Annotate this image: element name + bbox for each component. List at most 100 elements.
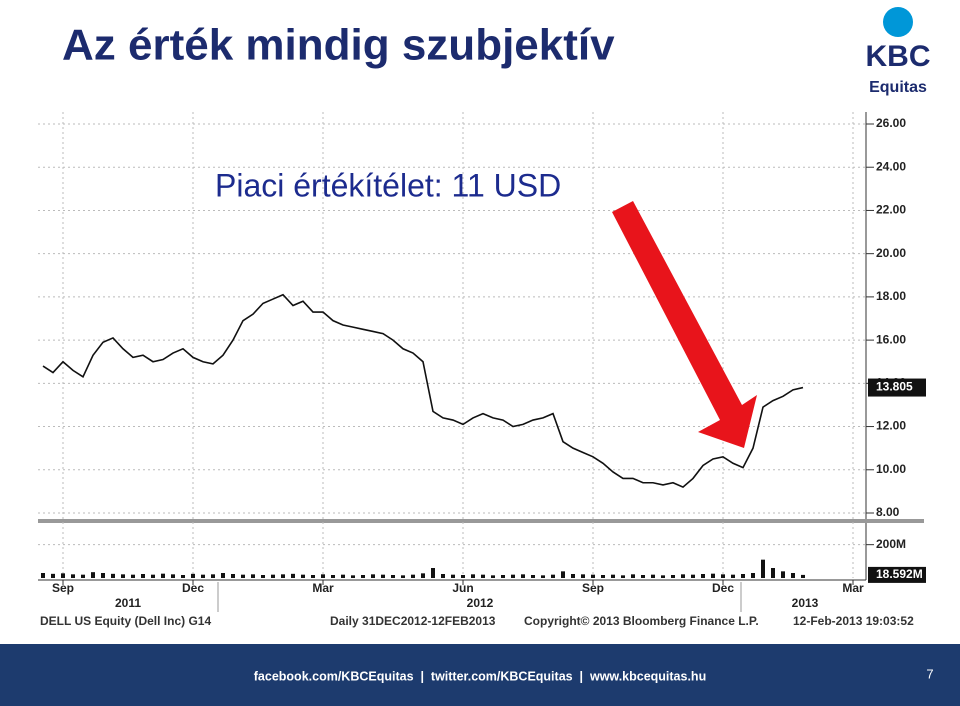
volume-bar — [41, 573, 45, 578]
volume-bar — [571, 574, 575, 578]
volume-bar — [641, 575, 645, 578]
volume-bar — [101, 573, 105, 578]
volume-bar — [651, 574, 655, 578]
volume-bar — [801, 574, 805, 578]
volume-bar — [611, 574, 615, 578]
volume-bar — [581, 574, 585, 578]
volume-bar — [241, 574, 245, 578]
volume-bar — [481, 574, 485, 578]
volume-bar — [751, 573, 755, 578]
y-tick-label: 16.00 — [876, 332, 906, 346]
volume-bar — [201, 574, 205, 578]
volume-bar — [451, 574, 455, 578]
volume-bar — [71, 574, 75, 578]
volume-bar — [361, 575, 365, 578]
chart: 8.0010.0012.0014.0016.0018.0020.0022.002… — [38, 112, 926, 628]
last-price-label: 13.805 — [876, 380, 913, 394]
source-text: Copyright© 2013 Bloomberg Finance L.P. — [524, 614, 759, 628]
volume-bar — [211, 574, 215, 578]
volume-bar — [331, 575, 335, 578]
volume-bar — [661, 575, 665, 578]
last-price-box — [868, 378, 926, 397]
volume-bar — [271, 574, 275, 578]
x-tick-label: Sep — [52, 581, 74, 595]
volume-bar — [111, 573, 115, 578]
volume-bar — [81, 574, 85, 578]
page-number: 7 — [926, 666, 933, 681]
x-tick-label: Sep — [582, 581, 604, 595]
volume-bar — [151, 574, 155, 578]
year-label: 2012 — [467, 596, 494, 610]
price-line — [42, 293, 804, 489]
volume-bar — [601, 575, 605, 578]
volume-bar — [411, 574, 415, 578]
volume-bar — [181, 575, 185, 578]
volume-bar — [691, 574, 695, 578]
volume-bar — [491, 575, 495, 578]
volume-bar — [231, 574, 235, 578]
volume-bar — [121, 574, 125, 578]
volume-bar — [341, 574, 345, 578]
annotation: Piaci értékítélet: 11 USD — [215, 167, 561, 203]
slide-title: Az érték mindig szubjektív — [62, 21, 615, 70]
volume-bar — [281, 574, 285, 578]
volume-bar — [191, 573, 195, 578]
y2-tick-label: 200M — [876, 537, 906, 551]
volume-bar — [401, 575, 405, 578]
volume-bar — [381, 574, 385, 578]
volume-bar — [531, 575, 535, 578]
volume-bar — [161, 573, 165, 578]
volume-bar — [171, 574, 175, 578]
volume-bar — [541, 575, 545, 578]
footer-links: facebook.com/KBCEquitas | twitter.com/KB… — [254, 669, 706, 683]
red-arrow — [612, 201, 757, 448]
volume-bar — [141, 574, 145, 578]
volume-bar — [591, 574, 595, 578]
last-volume-box — [868, 566, 926, 583]
volume-bar — [261, 575, 265, 578]
volume-bar — [761, 559, 765, 578]
y-tick-label: 22.00 — [876, 203, 906, 217]
volume-bar — [681, 574, 685, 578]
volume-bar — [251, 574, 255, 578]
y-tick-label: 20.00 — [876, 246, 906, 260]
volume-bar — [631, 574, 635, 578]
volume-bar — [701, 574, 705, 578]
volume-bar — [91, 572, 95, 578]
volume-bar — [301, 574, 305, 578]
panel-separator — [38, 519, 924, 523]
year-label: 2013 — [792, 596, 819, 610]
volume-bar — [501, 575, 505, 578]
volume-bar — [511, 574, 515, 578]
volume-bar — [461, 575, 465, 578]
volume-bar — [521, 574, 525, 578]
y-tick-label: 10.00 — [876, 462, 906, 476]
volume-bar — [441, 574, 445, 578]
volume-bar — [621, 575, 625, 578]
source-text: DELL US Equity (Dell Inc) G14 — [40, 614, 211, 628]
volume-bar — [351, 575, 355, 578]
volume-bar — [721, 574, 725, 578]
volume-bar — [781, 571, 785, 578]
footer-band — [0, 644, 960, 706]
volume-bar — [291, 573, 295, 578]
volume-bar — [311, 575, 315, 578]
last-volume-label: 18.592M — [876, 567, 923, 581]
logo-text: KBC — [866, 40, 931, 73]
y-tick-label: 24.00 — [876, 159, 906, 173]
source-text: Daily 31DEC2012-12FEB2013 — [330, 614, 496, 628]
x-tick-label: Mar — [312, 581, 334, 595]
volume-bar — [221, 573, 225, 578]
volume-bar — [391, 575, 395, 578]
x-tick-label: Dec — [712, 581, 734, 595]
logo: KBC Equitas — [866, 7, 931, 96]
source-text: 12-Feb-2013 19:03:52 — [793, 614, 914, 628]
y-tick-label: 12.00 — [876, 419, 906, 433]
x-tick-label: Jun — [452, 581, 473, 595]
volume-bar — [471, 574, 475, 578]
logo-dot — [883, 7, 913, 37]
volume-bar — [671, 575, 675, 578]
volume-bar — [731, 574, 735, 578]
y-tick-label: 18.00 — [876, 289, 906, 303]
